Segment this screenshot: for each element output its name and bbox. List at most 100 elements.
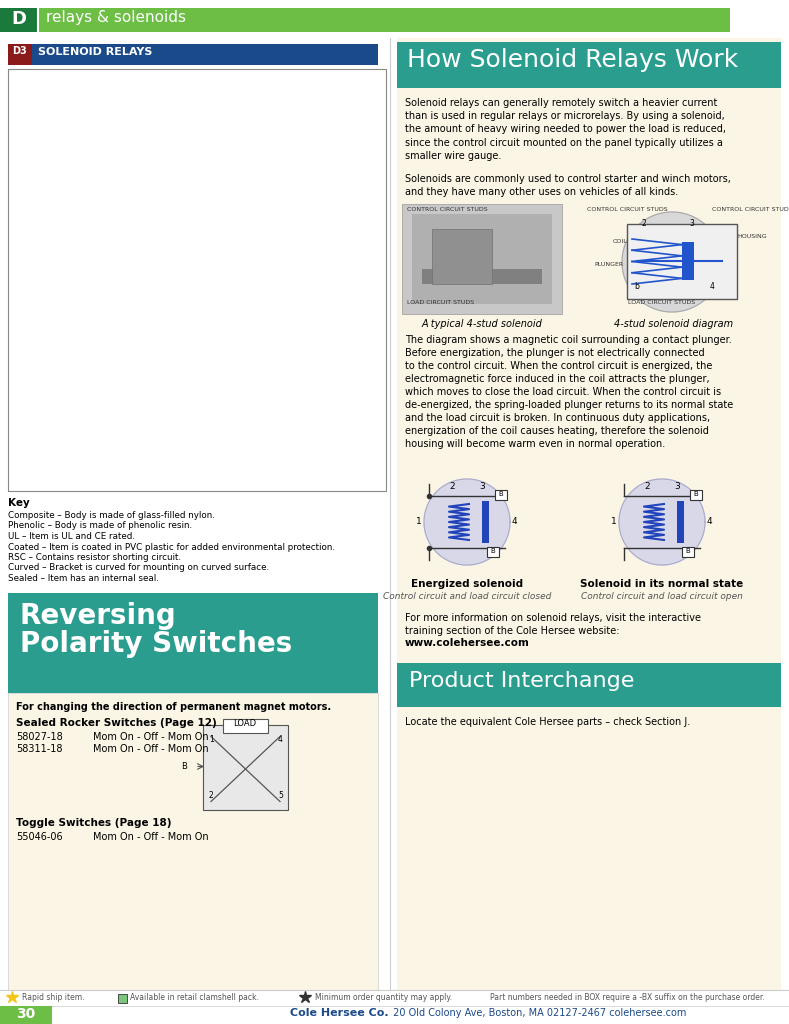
Text: 55046-06: 55046-06 [16,831,62,842]
Text: 24082 curved
24106
24612-G10 composite: 24082 curved 24106 24612-G10 composite [102,349,199,381]
Text: Polarity Switches: Polarity Switches [20,631,292,658]
Text: 2: 2 [449,482,454,490]
Text: 24V grounded: 24V grounded [12,198,89,208]
Text: Product Interchange: Product Interchange [409,671,634,691]
Text: 6V grounded: 6V grounded [12,455,83,465]
Bar [0,8,789,32]
Bar [0,0,789,8]
Text: Reversing: Reversing [20,602,177,631]
Text: Minimum order quantity may apply.: Minimum order quantity may apply. [315,993,452,1002]
Text: 24063
24063-08 coated UL
24107
24144 200A
24624-10 sealed composite: 24063 24063-08 coated UL 24107 24144 200… [102,138,223,194]
Bar [397,663,781,707]
Text: LOAD CIRCUIT STUDS: LOAD CIRCUIT STUDS [407,300,474,305]
Text: Available in retail clamshell pack.: Available in retail clamshell pack. [130,993,259,1002]
Text: 2: 2 [209,792,214,801]
Bar [203,725,288,810]
Text: SOLENOID RELAYS: SOLENOID RELAYS [38,47,152,57]
Text: Control circuit and load circuit closed: Control circuit and load circuit closed [383,592,552,601]
Text: 36V Insulated: 36V Insulated [12,106,88,116]
Polygon shape [619,479,705,565]
Text: b: b [634,282,639,291]
Text: Toggle Switches (Page 18): Toggle Switches (Page 18) [16,817,171,827]
Bar [8,44,32,65]
Text: 30: 30 [17,1007,36,1021]
Text: Solenoid relays can generally remotely switch a heavier current
than is used in : Solenoid relays can generally remotely s… [405,98,726,161]
Text: 58027-18: 58027-18 [16,731,63,741]
Text: 3: 3 [479,482,485,490]
Text: Mom On - Off - Mom On: Mom On - Off - Mom On [93,731,208,741]
Bar [8,346,386,446]
Text: Control circuit and load circuit open: Control circuit and load circuit open [581,592,743,601]
Text: 20 Old Colony Ave, Boston, MA 02127-2467 colehersee.com: 20 Old Colony Ave, Boston, MA 02127-2467… [390,1008,686,1018]
Text: 58311-18: 58311-18 [16,744,62,755]
Text: COIL: COIL [612,239,627,244]
Text: Sealed – Item has an internal seal.: Sealed – Item has an internal seal. [8,574,159,583]
Text: Part numbers needed in BOX require a -BX suffix on the purchase order.: Part numbers needed in BOX require a -BX… [490,993,765,1002]
Text: Curved – Bracket is curved for mounting on curved surface.: Curved – Bracket is curved for mounting … [8,563,269,572]
Bar [422,269,542,284]
Text: 2430 phenolic
24021 RSC phenolic
24023 phenolic
24046
24047
24060
24076 coated
2: 2430 phenolic 24021 RSC phenolic 24023 p… [242,215,332,352]
Bar [8,135,386,195]
Bar [0,1006,52,1024]
Text: Intermittent Duty: Intermittent Duty [264,72,361,82]
Text: 12V insulated: 12V insulated [12,274,88,284]
Text: B: B [694,490,698,497]
Text: Sealed Rocker Switches (Page 12): Sealed Rocker Switches (Page 12) [16,719,217,728]
Bar [690,490,702,500]
Text: LOAD: LOAD [234,720,256,728]
Text: 1: 1 [611,517,617,526]
Bar [8,87,386,135]
Text: 24059
24059-08 UL
24115
24117 coated
24117-01 coated UL
24143 200A
24420 Normall: 24059 24059-08 UL 24115 24117 coated 241… [102,215,218,352]
Text: 24124: 24124 [102,198,129,207]
Text: 5: 5 [278,792,283,801]
Bar [238,69,386,87]
Text: B: B [499,490,503,497]
Text: 24V insulated: 24V insulated [12,160,88,170]
Text: UL – Item is UL and CE rated.: UL – Item is UL and CE rated. [8,532,135,541]
Text: www.colehersee.com: www.colehersee.com [405,638,530,648]
Text: Solenoid in its normal state: Solenoid in its normal state [581,579,743,589]
Text: D3: D3 [13,46,28,56]
Text: 24041
24039 curved: 24041 24039 curved [242,449,303,470]
Text: D: D [12,10,27,28]
Text: 24080
24081-01 UL
24135 coated
24636 composite: 24080 24081-01 UL 24135 coated 24636 com… [102,90,178,134]
Text: For more information on solenoid relays, visit the interactive
training section : For more information on solenoid relays,… [405,613,701,636]
Bar [8,692,378,990]
Text: 4: 4 [278,734,283,743]
Text: 4: 4 [707,517,712,526]
Bar [627,224,737,299]
Bar [8,212,386,346]
Text: 1: 1 [417,517,422,526]
Text: A typical 4-stud solenoid: A typical 4-stud solenoid [421,319,543,329]
Text: CONTROL CIRCUIT STUDS: CONTROL CIRCUIT STUDS [712,207,789,212]
Bar [730,8,789,32]
Text: How Solenoid Relays Work: How Solenoid Relays Work [407,48,739,72]
Text: Composite – Body is made of glass-filled nylon.: Composite – Body is made of glass-filled… [8,511,215,520]
Text: 6V Insulated: 6V Insulated [12,477,81,487]
Text: HOUSING: HOUSING [737,234,767,239]
Text: 4-stud solenoid diagram: 4-stud solenoid diagram [615,319,734,329]
Bar [8,474,386,490]
Bar [223,719,268,732]
Bar [8,195,386,212]
Text: PLUNGER: PLUNGER [595,262,624,267]
Text: Key: Key [8,498,30,508]
Text: The diagram shows a magnetic coil surrounding a contact plunger.
Before energiza: The diagram shows a magnetic coil surrou… [405,335,733,450]
Text: Solenoids are commonly used to control starter and winch motors,
and they have m: Solenoids are commonly used to control s… [405,174,731,198]
Text: 1: 1 [209,734,214,743]
Text: Mom On - Off - Mom On: Mom On - Off - Mom On [93,831,208,842]
Text: CONTROL CIRCUIT STUDS: CONTROL CIRCUIT STUDS [587,207,667,212]
Bar [682,242,694,280]
Text: 24021 phenolic RSC
24022 phenolic
24037
24038 curved
24071 coated
24103 RSC
2471: 24021 phenolic RSC 24022 phenolic 24037 … [242,349,371,439]
Text: RSC – Contains resistor shorting circuit.: RSC – Contains resistor shorting circuit… [8,553,181,562]
Text: 24097: 24097 [102,477,129,486]
Bar [432,229,492,284]
Text: 3: 3 [674,482,680,490]
Text: Mom On - Off - Mom On: Mom On - Off - Mom On [93,744,208,755]
Bar [677,501,684,543]
Text: 2: 2 [641,219,646,228]
Polygon shape [622,212,722,312]
Bar [8,44,378,65]
Bar [397,42,781,88]
Text: For changing the direction of permanent magnet motors.: For changing the direction of permanent … [16,702,331,713]
